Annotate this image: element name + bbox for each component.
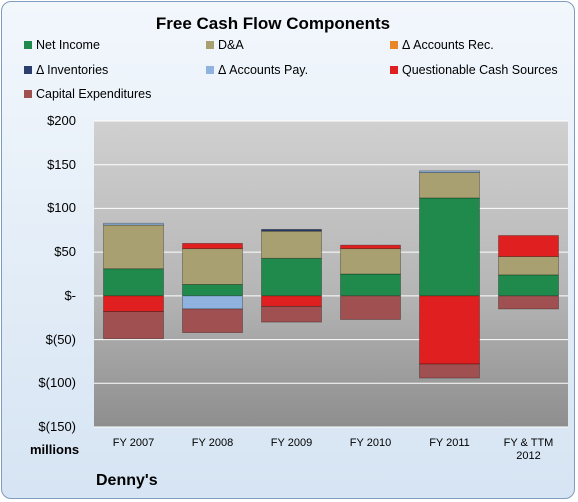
bar-segment bbox=[261, 257, 322, 297]
legend-label: Δ Accounts Rec. bbox=[402, 38, 494, 52]
legend-swatch bbox=[206, 66, 214, 74]
legend-swatch bbox=[206, 41, 214, 49]
legend-item: D&A bbox=[206, 38, 244, 52]
legend-swatch bbox=[390, 41, 398, 49]
legend-label: Questionable Cash Sources bbox=[402, 63, 558, 77]
chart-title: Free Cash Flow Components bbox=[155, 14, 391, 33]
y-tick-label: $(150) bbox=[38, 419, 76, 434]
bar-segment bbox=[182, 248, 243, 285]
legend-item: Net Income bbox=[24, 38, 100, 52]
bar-segment bbox=[419, 197, 480, 297]
legend-swatch bbox=[24, 90, 32, 98]
bar-segment bbox=[261, 305, 322, 323]
bar-segment bbox=[419, 172, 480, 199]
bar-segment bbox=[261, 229, 322, 232]
y-tick-label: $(50) bbox=[45, 331, 76, 347]
legend-item: Questionable Cash Sources bbox=[390, 63, 558, 77]
bar-segment bbox=[103, 222, 164, 226]
bar-segment bbox=[340, 273, 401, 297]
bar-segment bbox=[340, 248, 401, 275]
legend-label: Δ Inventories bbox=[36, 63, 109, 77]
bar-segment bbox=[498, 295, 559, 310]
y-tick-label: $- bbox=[64, 287, 76, 303]
bar-segment bbox=[182, 308, 243, 333]
gridlines bbox=[94, 120, 568, 428]
bar-segment bbox=[340, 244, 401, 250]
legend-swatch bbox=[24, 41, 32, 49]
x-tick-label: FY 2007 bbox=[112, 437, 155, 449]
bar-segment bbox=[103, 311, 164, 340]
legend-label: Net Income bbox=[36, 38, 100, 52]
x-tick-label: FY 2009 bbox=[270, 437, 313, 449]
x-tick-label: FY 2011 bbox=[429, 437, 470, 449]
y-tick-label: $(100) bbox=[38, 375, 76, 391]
units-label: millions bbox=[30, 442, 80, 457]
bar-segment bbox=[498, 235, 559, 257]
bar-segment bbox=[103, 224, 164, 270]
legend-swatch bbox=[390, 66, 398, 74]
bar-segment bbox=[419, 170, 480, 173]
bar-segment bbox=[340, 295, 401, 320]
bar-segment bbox=[419, 363, 480, 379]
bar-segment bbox=[261, 230, 322, 259]
y-tick-label: $50 bbox=[54, 244, 76, 260]
bar-segment bbox=[182, 284, 243, 297]
bar-segment bbox=[103, 295, 164, 312]
legend-label: D&A bbox=[218, 38, 244, 52]
y-tick-label: $200 bbox=[47, 113, 76, 128]
bar-segment bbox=[182, 295, 243, 310]
legend-item: Δ Accounts Pay. bbox=[206, 63, 308, 77]
bar-segment bbox=[103, 268, 164, 297]
legend-item: Δ Accounts Rec. bbox=[390, 38, 494, 52]
x-tick-label: FY & TTM 2012 bbox=[503, 437, 554, 462]
bar-segment bbox=[182, 242, 243, 250]
y-tick-label: $100 bbox=[47, 200, 76, 216]
bar-segment bbox=[419, 295, 480, 365]
bar-segment bbox=[498, 256, 559, 276]
legend-item: Δ Inventories bbox=[24, 63, 108, 77]
x-tick-label: FY 2010 bbox=[349, 437, 392, 449]
y-tick-label: $150 bbox=[47, 156, 76, 172]
plot-area-background bbox=[94, 121, 568, 427]
bars bbox=[103, 170, 559, 379]
legend-swatch bbox=[24, 66, 32, 74]
bar-segment bbox=[498, 274, 559, 297]
bar-segment bbox=[261, 295, 322, 307]
company-name: Denny's bbox=[96, 472, 158, 489]
legend-label: Δ Accounts Pay. bbox=[218, 63, 309, 77]
legend-label: Capital Expenditures bbox=[36, 87, 152, 101]
x-tick-label: FY 2008 bbox=[191, 437, 234, 449]
legend-item: Capital Expenditures bbox=[24, 87, 151, 101]
